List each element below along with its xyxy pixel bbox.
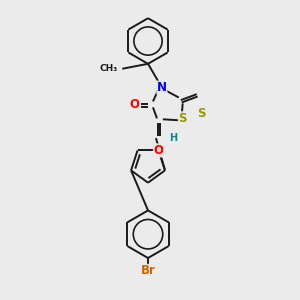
Text: Br: Br: [141, 264, 155, 278]
Text: CH₃: CH₃: [99, 64, 117, 73]
Text: N: N: [157, 81, 167, 94]
Text: O: O: [129, 98, 139, 111]
Text: S: S: [197, 107, 206, 120]
Text: H: H: [169, 133, 177, 143]
Text: O: O: [154, 144, 164, 157]
Text: S: S: [178, 112, 187, 125]
